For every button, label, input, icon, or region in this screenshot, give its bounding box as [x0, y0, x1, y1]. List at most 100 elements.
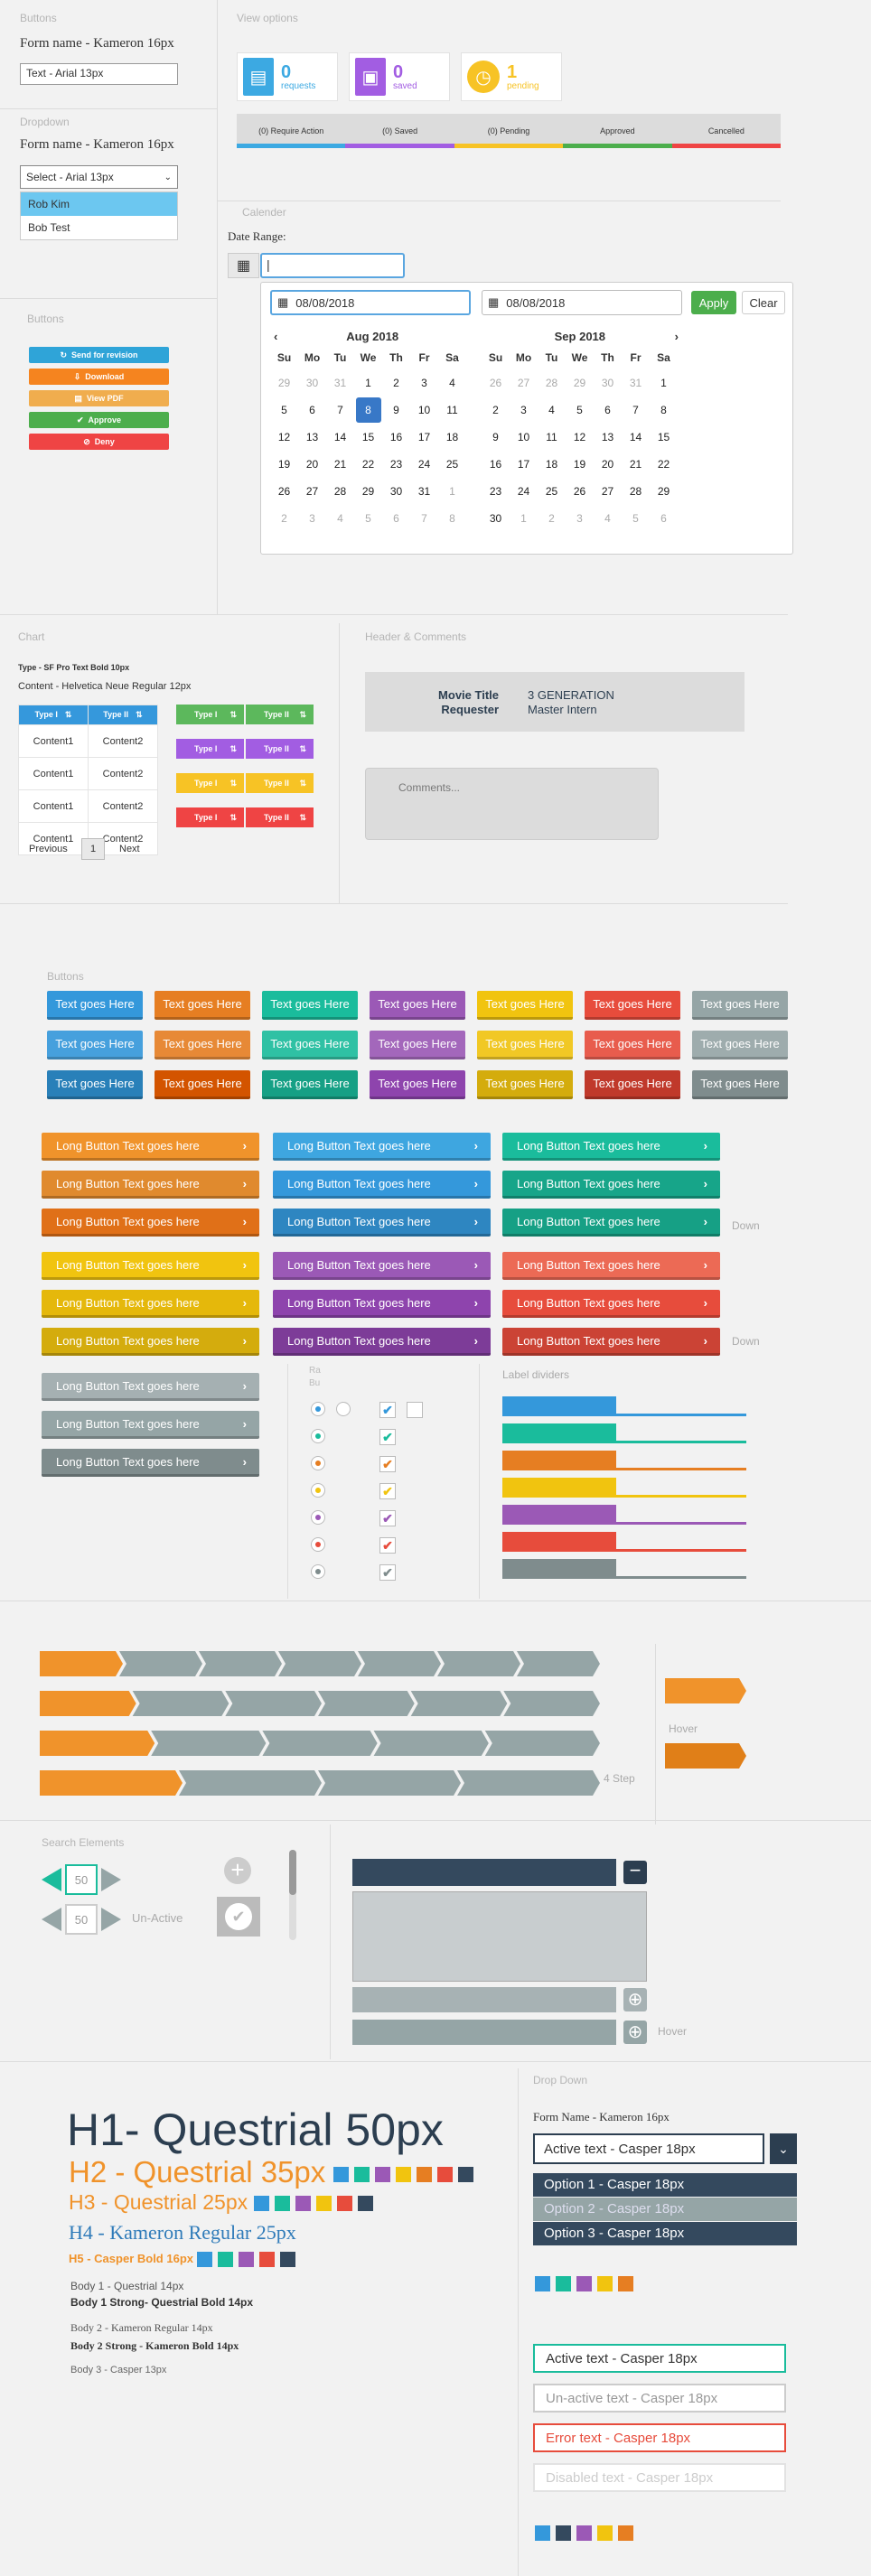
calendar-day[interactable]: 26 — [270, 478, 298, 505]
plus-icon[interactable]: ⊕ — [623, 2021, 647, 2044]
colored-header[interactable]: Type II ⇅ — [246, 773, 314, 793]
number-stepper[interactable]: 50 — [42, 1864, 121, 1895]
radio-button[interactable] — [311, 1510, 325, 1525]
long-button[interactable]: Long Button Text goes here › — [42, 1171, 259, 1199]
calendar-day[interactable]: 14 — [622, 424, 650, 451]
text-button[interactable]: Text goes Here — [262, 991, 358, 1020]
approve-button[interactable]: ✔ Approve — [29, 412, 169, 428]
calendar-day[interactable]: 2 — [538, 505, 566, 532]
long-button[interactable]: Long Button Text goes here › — [42, 1373, 259, 1401]
calendar-day[interactable]: 23 — [482, 478, 510, 505]
step-segment[interactable] — [410, 1691, 508, 1716]
view-pdf-button[interactable]: ▤ View PDF — [29, 390, 169, 406]
colored-header[interactable]: Type II ⇅ — [246, 807, 314, 827]
step-segment[interactable] — [262, 1731, 378, 1756]
calendar-day[interactable]: 16 — [482, 451, 510, 478]
text-button[interactable]: Text goes Here — [155, 991, 250, 1020]
calendar-day[interactable]: 26 — [566, 478, 594, 505]
calendar-day[interactable]: 14 — [326, 424, 354, 451]
clear-button[interactable]: Clear — [742, 291, 785, 314]
calendar-day[interactable]: 4 — [538, 397, 566, 424]
calendar-day[interactable]: 3 — [510, 397, 538, 424]
vertical-scrollbar[interactable] — [289, 1850, 296, 1940]
step-segment[interactable] — [503, 1691, 600, 1716]
step-segment[interactable] — [318, 1770, 461, 1796]
text-button[interactable]: Text goes Here — [692, 1031, 788, 1059]
text-button[interactable]: Text goes Here — [370, 991, 465, 1020]
calendar-day[interactable]: 10 — [410, 397, 438, 424]
calendar-day[interactable]: 7 — [326, 397, 354, 424]
text-button[interactable]: Text goes Here — [47, 1031, 143, 1059]
tab-2[interactable]: (0) Pending — [454, 114, 564, 148]
number-stepper-inactive[interactable]: 50 — [42, 1904, 121, 1935]
step-segment[interactable] — [199, 1651, 282, 1676]
calendar-day[interactable]: 28 — [538, 369, 566, 397]
step-segment[interactable] — [132, 1691, 229, 1716]
checkbox[interactable]: ✔ — [379, 1510, 396, 1526]
calendar-day[interactable]: 30 — [594, 369, 622, 397]
increment-arrow-icon[interactable] — [101, 1908, 121, 1931]
calendar-day[interactable]: 17 — [510, 451, 538, 478]
plus-icon[interactable]: ⊕ — [623, 1988, 647, 2011]
calendar-day[interactable]: 17 — [410, 424, 438, 451]
tab-4[interactable]: Cancelled — [671, 114, 782, 148]
dropdown-option[interactable]: Option 1 - Casper 18px — [533, 2173, 797, 2197]
step-segment[interactable] — [119, 1651, 202, 1676]
calendar-day[interactable]: 3 — [298, 505, 326, 532]
column-header[interactable]: Type II ⇅ — [88, 705, 158, 725]
text-input-state[interactable]: Error text - Casper 18px — [533, 2423, 786, 2452]
step-segment[interactable] — [484, 1731, 600, 1756]
increment-arrow-icon[interactable] — [101, 1868, 121, 1891]
calendar-day[interactable]: 27 — [594, 478, 622, 505]
apply-button[interactable]: Apply — [691, 291, 736, 314]
tab-0[interactable]: (0) Require Action — [237, 114, 346, 148]
text-button[interactable]: Text goes Here — [155, 1031, 250, 1059]
radio-button[interactable] — [311, 1483, 325, 1498]
step-segment[interactable] — [40, 1770, 183, 1796]
text-button[interactable]: Text goes Here — [155, 1070, 250, 1099]
calendar-day[interactable]: 23 — [382, 451, 410, 478]
calendar-day[interactable]: 30 — [482, 505, 510, 532]
calendar-day[interactable]: 30 — [298, 369, 326, 397]
long-button[interactable]: Long Button Text goes here › — [502, 1133, 720, 1161]
calendar-day[interactable]: 19 — [270, 451, 298, 478]
tab-3[interactable]: Approved — [563, 114, 672, 148]
long-button[interactable]: Long Button Text goes here › — [273, 1252, 491, 1280]
long-button[interactable]: Long Button Text goes here › — [273, 1133, 491, 1161]
calendar-day[interactable]: 29 — [270, 369, 298, 397]
calendar-day[interactable]: 16 — [382, 424, 410, 451]
step-segment[interactable] — [517, 1651, 600, 1676]
text-button[interactable]: Text goes Here — [370, 1031, 465, 1059]
text-button[interactable]: Text goes Here — [585, 1031, 680, 1059]
text-button[interactable]: Text goes Here — [370, 1070, 465, 1099]
stepper-value[interactable]: 50 — [65, 1864, 98, 1895]
calendar-day[interactable]: 1 — [438, 478, 466, 505]
long-button[interactable]: Long Button Text goes here › — [42, 1449, 259, 1477]
text-button[interactable]: Text goes Here — [477, 1031, 573, 1059]
step-segment[interactable] — [437, 1651, 520, 1676]
text-button[interactable]: Text goes Here — [692, 1070, 788, 1099]
calendar-day[interactable]: 29 — [650, 478, 678, 505]
stat-card-saved[interactable]: ▣ 0 saved — [349, 52, 450, 101]
plus-circle-icon[interactable]: + — [224, 1857, 251, 1884]
search-header-bar[interactable] — [352, 1859, 616, 1886]
stat-card-requests[interactable]: ▤ 0 requests — [237, 52, 338, 101]
calendar-day[interactable]: 27 — [510, 369, 538, 397]
calendar-day[interactable]: 2 — [482, 397, 510, 424]
text-button[interactable]: Text goes Here — [477, 1070, 573, 1099]
calendar-day[interactable]: 19 — [566, 451, 594, 478]
checkbox[interactable]: ✔ — [379, 1456, 396, 1472]
calendar-day[interactable]: 28 — [622, 478, 650, 505]
calendar-day[interactable]: 6 — [650, 505, 678, 532]
calendar-day[interactable]: 4 — [438, 369, 466, 397]
calendar-day[interactable]: 1 — [650, 369, 678, 397]
checkbox[interactable] — [407, 1402, 423, 1418]
text-button[interactable]: Text goes Here — [585, 1070, 680, 1099]
calendar-day[interactable]: 3 — [410, 369, 438, 397]
calendar-day[interactable]: 31 — [410, 478, 438, 505]
long-button[interactable]: Long Button Text goes here › — [502, 1252, 720, 1280]
long-button[interactable]: Long Button Text goes here › — [502, 1328, 720, 1356]
text-input-state[interactable]: Un-active text - Casper 18px — [533, 2384, 786, 2413]
colored-header[interactable]: Type II ⇅ — [246, 705, 314, 724]
long-button[interactable]: Long Button Text goes here › — [42, 1133, 259, 1161]
